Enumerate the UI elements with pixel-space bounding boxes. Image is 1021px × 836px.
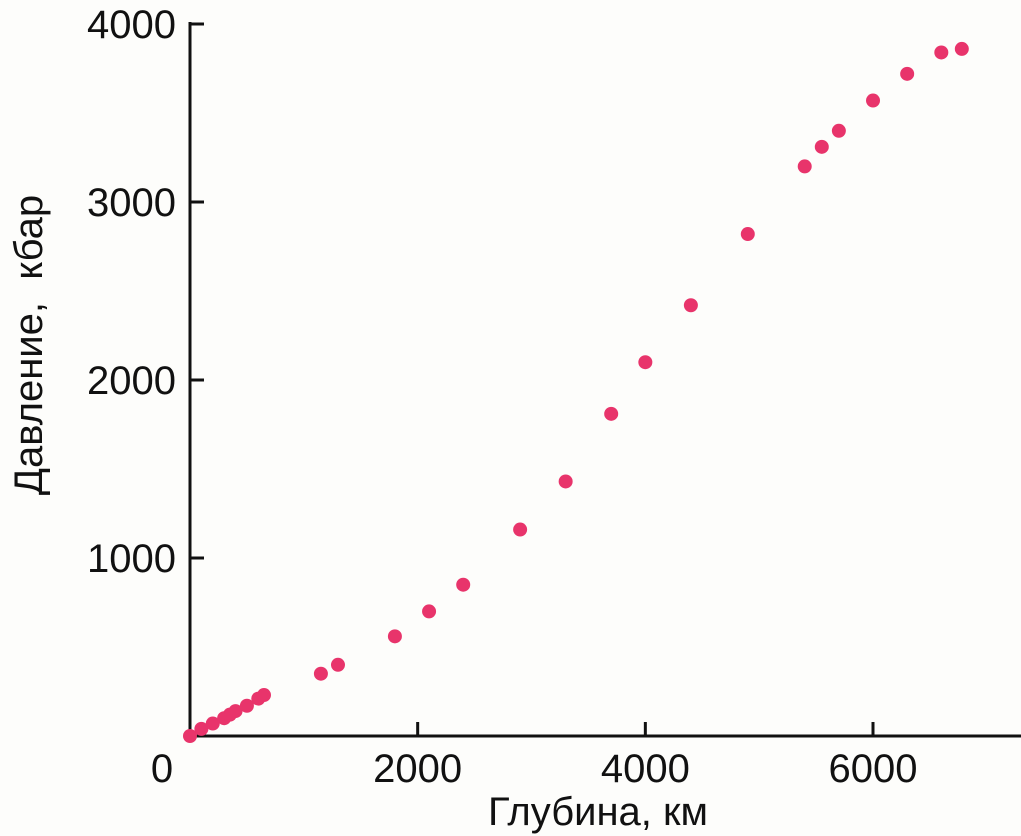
data-point [456, 577, 471, 592]
data-point [900, 66, 915, 81]
data-point [256, 688, 271, 703]
x-tick-label: 0 [151, 747, 173, 791]
data-point [513, 522, 528, 537]
axes [188, 22, 1021, 738]
data-point [604, 406, 619, 421]
data-point [740, 227, 755, 242]
data-point [814, 139, 829, 154]
y-axis-title: Давление, кбар [7, 195, 51, 495]
y-tick-label: 4000 [87, 3, 176, 47]
data-point [422, 604, 437, 619]
data-point [797, 159, 812, 174]
x-tick-label: 6000 [829, 747, 918, 791]
data-point [866, 93, 881, 108]
x-axis-title: Глубина, км [488, 790, 708, 834]
data-point [558, 474, 573, 489]
data-point [954, 41, 969, 56]
data-point [831, 123, 846, 138]
data-point [683, 298, 698, 313]
x-ticks: 0 2000 4000 6000 [151, 722, 918, 791]
data-point [205, 716, 220, 731]
y-ticks: 1000 2000 3000 4000 [87, 3, 204, 581]
data-points [183, 41, 969, 743]
data-point [934, 45, 949, 60]
y-tick-label: 3000 [87, 181, 176, 225]
x-tick-label: 4000 [601, 747, 690, 791]
y-tick-label: 1000 [87, 537, 176, 581]
data-point [313, 666, 328, 681]
data-point [183, 729, 197, 743]
data-point [239, 698, 254, 713]
data-point [638, 355, 653, 370]
y-tick-label: 2000 [87, 359, 176, 403]
data-point [387, 629, 402, 644]
x-tick-label: 2000 [373, 747, 462, 791]
data-point [228, 704, 243, 719]
data-point [194, 721, 209, 736]
data-point [330, 657, 345, 672]
